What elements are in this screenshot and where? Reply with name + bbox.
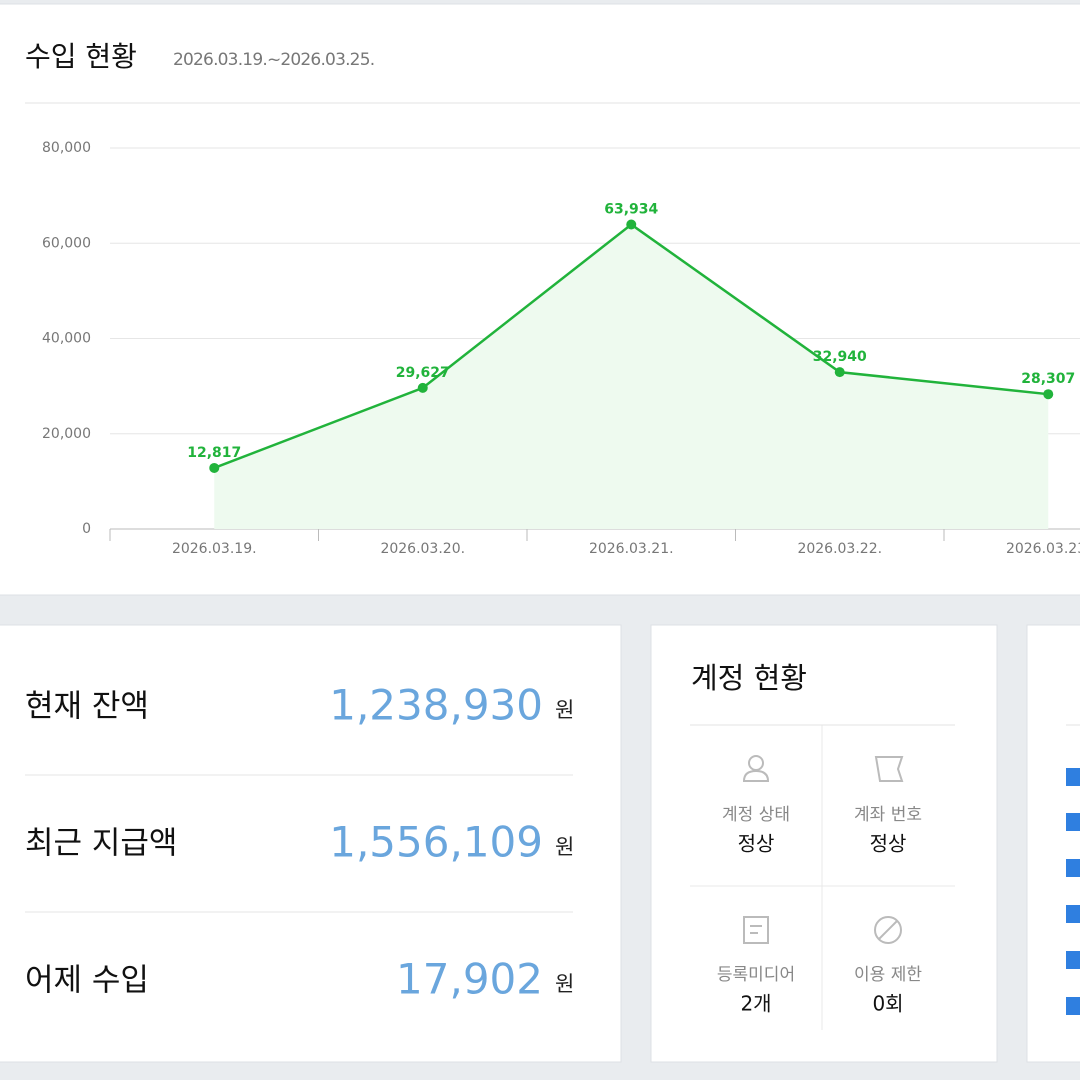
row-unit: 원 bbox=[555, 698, 574, 722]
value-label: 12,817 bbox=[187, 445, 241, 461]
notice-icons bbox=[1066, 768, 1080, 1015]
balance-list: 현재 잔액 1,238,930 원최근 지급액 1,556,109 원어제 수입 17,9… bbox=[25, 681, 574, 1004]
point bbox=[417, 382, 428, 393]
y-tick-label: 60,000 bbox=[42, 235, 91, 251]
n-icon bbox=[1066, 997, 1080, 1015]
y-tick-label: 20,000 bbox=[42, 426, 91, 442]
x-tick-label: 2026.03.21. bbox=[589, 541, 674, 557]
x-tick-label: 2026.03.23. bbox=[1006, 541, 1080, 557]
point bbox=[1043, 389, 1054, 400]
x-tick-label: 2026.03.20. bbox=[380, 541, 465, 557]
row-value: 17,902 bbox=[396, 955, 543, 1004]
panel-title: 수입 현황 bbox=[25, 40, 137, 73]
item-label: 계좌 번호 bbox=[854, 805, 922, 825]
doc-icon bbox=[743, 916, 769, 944]
value-label: 29,627 bbox=[396, 365, 450, 381]
item-value: 정상 bbox=[738, 832, 775, 856]
row-value: 1,238,930 bbox=[329, 681, 543, 730]
x-tick-label: 2026.03.19. bbox=[172, 541, 257, 557]
y-tick-label: 0 bbox=[82, 521, 91, 537]
item-label: 등록미디어 bbox=[717, 965, 795, 985]
user-icon bbox=[742, 755, 770, 782]
value-label: 32,940 bbox=[813, 349, 867, 365]
item-value: 2개 bbox=[740, 992, 771, 1016]
item-label: 계정 상태 bbox=[722, 805, 790, 825]
row-unit: 원 bbox=[555, 972, 574, 996]
n-icon bbox=[1066, 951, 1080, 969]
item-label: 이용 제한 bbox=[854, 965, 922, 985]
card-icon bbox=[874, 756, 904, 782]
point bbox=[834, 367, 845, 378]
account-card bbox=[650, 624, 998, 1063]
n-icon bbox=[1066, 768, 1080, 786]
card-title: 계정 현황 bbox=[691, 661, 807, 695]
n-icon bbox=[1066, 813, 1080, 831]
item-value: 정상 bbox=[870, 832, 907, 856]
y-tick-label: 40,000 bbox=[42, 331, 91, 347]
area bbox=[214, 224, 1049, 529]
n-icon bbox=[1066, 905, 1080, 923]
notice-card bbox=[1026, 624, 1080, 1063]
value-label: 63,934 bbox=[604, 202, 658, 218]
row-label: 어제 수입 bbox=[25, 963, 149, 999]
row-label: 현재 잔액 bbox=[25, 689, 149, 725]
x-tick-label: 2026.03.22. bbox=[797, 541, 882, 557]
point bbox=[209, 462, 220, 473]
balance-card bbox=[0, 624, 622, 1063]
n-icon bbox=[1066, 859, 1080, 877]
y-tick-label: 80,000 bbox=[42, 140, 91, 156]
point bbox=[626, 219, 637, 230]
ban-icon bbox=[874, 916, 902, 944]
value-label: 28,307 bbox=[1021, 371, 1075, 387]
period: 2026.03.19.~2026.03.25. bbox=[173, 50, 374, 70]
row-unit: 원 bbox=[555, 835, 574, 859]
item-value: 0회 bbox=[872, 992, 903, 1016]
row-value: 1,556,109 bbox=[329, 818, 543, 867]
row-label: 최근 지급액 bbox=[25, 826, 177, 862]
chart: 0 20,000 40,000 60,000 80,000 2026.03.19. 2026… bbox=[42, 140, 1080, 557]
icons bbox=[742, 755, 904, 944]
